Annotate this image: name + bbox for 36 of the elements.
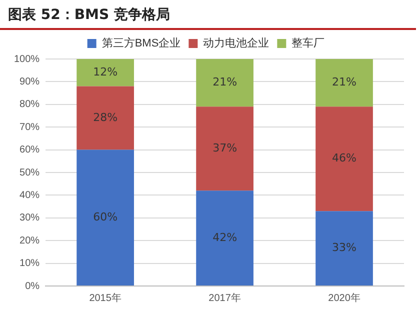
y-tick-label: 20% — [20, 235, 40, 246]
data-label: 37% — [212, 142, 238, 155]
bar — [196, 190, 254, 286]
bar — [316, 106, 373, 212]
y-tick-label: 100% — [14, 54, 40, 65]
bar — [76, 86, 134, 150]
bar — [196, 59, 254, 107]
data-label: 60% — [93, 210, 118, 224]
data-label: 21% — [332, 76, 356, 89]
legend-label: 第三方BMS企业 — [102, 36, 181, 50]
y-tick-label: 0% — [25, 280, 40, 292]
y-tick-label: 90% — [20, 76, 40, 88]
y-tick-label: 50% — [20, 167, 40, 178]
data-label: 28% — [93, 110, 118, 124]
legend-label: 动力电池企业 — [203, 36, 270, 50]
bar — [76, 59, 134, 86]
chart-title: 图表 52：BMS 竞争格局 — [0, 0, 416, 30]
data-label: 12% — [93, 65, 118, 78]
bar — [196, 106, 254, 191]
y-tick-label: 70% — [20, 122, 40, 133]
y-tick-label: 40% — [20, 190, 40, 201]
y-tick-label: 80% — [20, 99, 40, 110]
data-label: 33% — [332, 241, 356, 254]
legend-label: 整车厂 — [292, 36, 325, 50]
data-label: 42% — [212, 230, 238, 244]
bar — [316, 211, 373, 286]
bar — [76, 150, 134, 286]
bar — [316, 59, 373, 107]
x-tick-label: 2015年 — [89, 292, 122, 304]
y-tick-label: 10% — [20, 258, 40, 270]
data-label: 46% — [332, 152, 356, 165]
y-tick-label: 60% — [20, 144, 40, 156]
data-label: 21% — [212, 76, 238, 89]
y-tick-label: 30% — [20, 212, 40, 224]
x-tick-label: 2017年 — [208, 292, 241, 304]
x-tick-label: 2020年 — [328, 292, 360, 304]
